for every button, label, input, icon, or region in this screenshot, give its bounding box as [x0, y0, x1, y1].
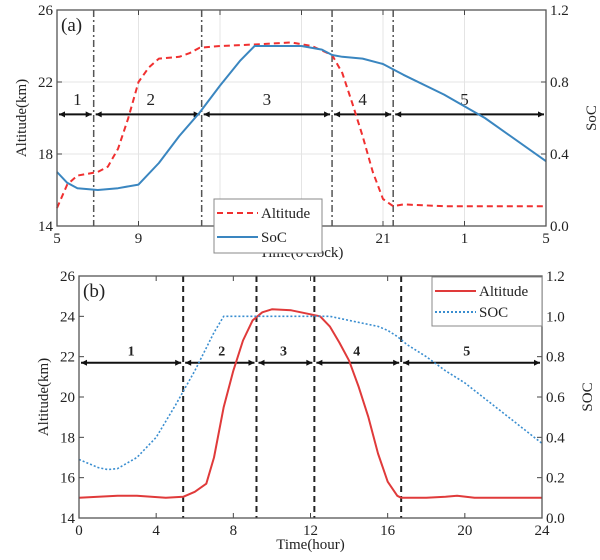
phase-label: 4 [358, 90, 367, 109]
y2-tick-label: 1.0 [546, 309, 565, 325]
panel-b: 0 4 8 12 16 20 24141618202224260.00.20.40.60.8… [36, 269, 596, 553]
y-axis-label: Altitude(km) [36, 358, 52, 436]
y-tick-label: 26 [60, 269, 76, 285]
y2-tick-label: 0.8 [546, 350, 565, 366]
phase-label: 3 [263, 90, 272, 109]
y-tick-label: 18 [60, 430, 75, 446]
x-tick-label: 0 [75, 523, 83, 539]
series-line-altitude [56, 41, 546, 209]
x-tick-label: 20 [457, 523, 472, 539]
y-tick-label: 22 [60, 350, 75, 366]
y-tick-label: 24 [60, 309, 76, 325]
y2-tick-label: 0.4 [546, 430, 565, 446]
phase-arrow-head [334, 111, 392, 118]
x-axis-label: Time(hour) [276, 537, 345, 553]
x-tick-label: 21 [376, 231, 391, 247]
panel-a: 5913172115141822260.00.40.81.2Time(o'clo… [14, 3, 600, 261]
plot-frame [78, 275, 543, 519]
phase-label: 4 [353, 345, 360, 360]
y2-tick-label: 0.4 [550, 147, 569, 163]
phase-label: 5 [463, 345, 470, 360]
y-tick-label: 26 [38, 3, 54, 19]
legend-label: SoC [261, 230, 287, 246]
phase-label: 2 [218, 345, 225, 360]
phase-label: 3 [280, 345, 287, 360]
panel-label: (b) [83, 281, 105, 302]
legend: Altitude SOC [431, 276, 543, 327]
y2-tick-label: 0.6 [546, 390, 565, 406]
legend-label: SOC [479, 305, 508, 321]
y-tick-label: 14 [60, 511, 76, 527]
y2-tick-label: 1.2 [550, 3, 569, 19]
y2-tick-label: 0.2 [546, 471, 565, 487]
y2-tick-label: 0.8 [550, 75, 569, 91]
legend-box [431, 276, 543, 327]
x-tick-label: 12 [303, 523, 318, 539]
y2-axis-label: SoC [584, 105, 600, 131]
series-line-altitude [78, 308, 542, 499]
phase-label: 1 [128, 345, 135, 360]
legend-label: Altitude [261, 206, 311, 222]
y2-axis-label: SOC [580, 382, 596, 411]
y-tick-label: 18 [38, 147, 53, 163]
phase-label: 2 [146, 90, 155, 109]
x-tick-label: 5 [53, 231, 61, 247]
phase-label: 5 [460, 90, 469, 109]
legend: Altitude SoC [213, 198, 323, 254]
series-line-soc [56, 45, 547, 191]
y2-tick-label: 0.0 [546, 511, 565, 527]
x-tick-label: 4 [152, 523, 160, 539]
x-tick-label: 8 [230, 523, 238, 539]
x-tick-label: 16 [380, 523, 396, 539]
y2-tick-label: 0.0 [550, 219, 569, 235]
y-tick-label: 20 [60, 390, 75, 406]
y-tick-label: 14 [38, 219, 54, 235]
phase-arrow-head [258, 359, 313, 366]
x-tick-label: 1 [461, 231, 469, 247]
x-tick-label: 24 [535, 523, 551, 539]
panel-label: (a) [61, 15, 82, 36]
y-axis-label: Altitude(km) [14, 79, 30, 157]
y-tick-label: 16 [60, 471, 76, 487]
series-line-soc [78, 315, 543, 471]
x-tick-label: 5 [542, 231, 550, 247]
legend-label: Altitude [479, 284, 529, 300]
y-tick-label: 22 [38, 75, 53, 91]
x-tick-label: 9 [135, 231, 143, 247]
legend-box [213, 198, 323, 254]
phase-label: 1 [73, 90, 82, 109]
y2-tick-label: 1.2 [546, 269, 565, 285]
